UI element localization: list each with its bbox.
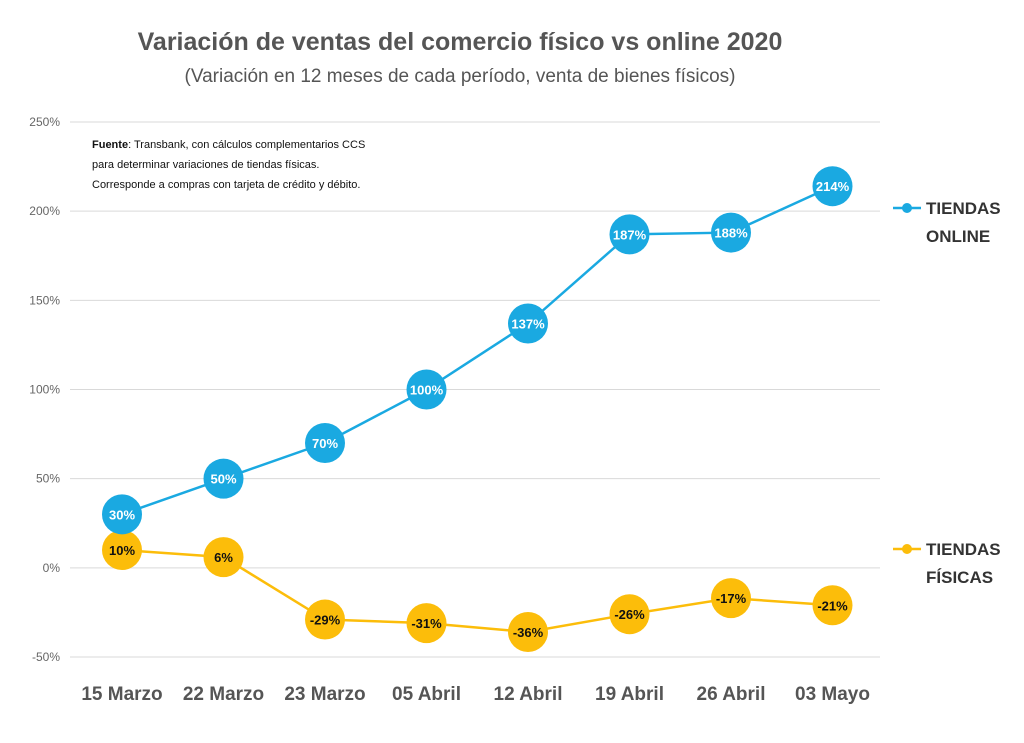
data-point: [305, 423, 345, 463]
x-tick-label: 12 Abril: [494, 684, 563, 705]
data-label: -21%: [817, 598, 848, 613]
source-note-line-3: Corresponde a compras con tarjeta de cré…: [92, 179, 360, 191]
y-tick-label: 150%: [29, 293, 60, 307]
x-axis-ticks: 15 Marzo 22 Marzo 23 Marzo 05 Abril 12 Abril…: [81, 684, 870, 705]
data-label: 6%: [214, 550, 233, 565]
y-tick-label: 100%: [29, 383, 60, 397]
data-label: 187%: [613, 227, 647, 242]
data-point: [102, 494, 142, 535]
x-tick-label: 15 Marzo: [81, 684, 162, 705]
data-label: 10%: [109, 543, 135, 558]
data-point: [609, 594, 650, 635]
y-tick-label: 250%: [29, 115, 60, 129]
series-layer: 10% 6% -29% -31% -36% -26% -17% -21% 30% 50% 70% 10…: [102, 166, 853, 653]
data-point: [812, 585, 853, 626]
data-point: [305, 599, 345, 640]
source-note-line-1-rest: : Transbank, con cálculos complementario…: [128, 139, 365, 151]
legend: TIENDAS ONLINE TIENDAS FÍSICAS: [893, 199, 1001, 587]
y-axis-ticks: 250% 200% 150% 100% 50% 0% -50%: [29, 115, 60, 664]
data-label: -26%: [614, 607, 645, 622]
series-markers-1: 30% 50% 70% 100% 137% 187% 188% 214%: [102, 166, 853, 535]
data-point: [102, 530, 142, 570]
legend-item-2: TIENDAS FÍSICAS: [893, 540, 1001, 587]
data-point: [406, 369, 447, 410]
data-point: [203, 537, 244, 578]
data-point: [508, 303, 548, 344]
x-tick-label: 19 Abril: [595, 684, 664, 705]
legend-label: ONLINE: [926, 227, 990, 246]
gridlines: [70, 121, 880, 658]
data-point: [812, 166, 853, 207]
data-point: [609, 214, 650, 255]
source-note: Fuente: Transbank, con cálculos compleme…: [92, 139, 365, 191]
data-label: 100%: [410, 383, 444, 398]
source-note-line-2: para determinar variaciones de tiendas f…: [92, 159, 319, 171]
data-point: [711, 578, 751, 619]
x-tick-label: 22 Marzo: [183, 684, 264, 705]
data-point: [508, 612, 548, 653]
data-point: [203, 458, 244, 499]
x-tick-label: 26 Abril: [697, 684, 766, 705]
data-label: 30%: [109, 507, 135, 522]
data-label: -29%: [310, 613, 341, 628]
data-point: [406, 603, 447, 644]
data-label: 50%: [210, 472, 236, 487]
data-label: 214%: [816, 179, 850, 194]
x-tick-label: 23 Marzo: [284, 684, 365, 705]
data-label: -31%: [411, 616, 442, 631]
source-note-bold: Fuente: [92, 139, 128, 151]
data-label: 137%: [511, 317, 545, 332]
legend-marker: [902, 203, 912, 213]
y-tick-label: -50%: [32, 650, 60, 664]
source-note-line-1: Fuente: Transbank, con cálculos compleme…: [92, 139, 365, 151]
legend-marker: [902, 544, 912, 554]
legend-label: TIENDAS: [926, 199, 1001, 218]
y-tick-label: 200%: [29, 204, 60, 218]
y-tick-label: 50%: [36, 472, 60, 486]
data-label: -36%: [513, 625, 544, 640]
legend-label: TIENDAS: [926, 540, 1001, 559]
x-tick-label: 05 Abril: [392, 684, 461, 705]
data-label: -17%: [716, 591, 747, 606]
y-tick-label: 0%: [43, 561, 61, 575]
data-label: 70%: [312, 436, 338, 451]
chart-title: Variación de ventas del comercio físico …: [138, 28, 783, 56]
x-tick-label: 03 Mayo: [795, 684, 870, 705]
series-markers-2: 10% 6% -29% -31% -36% -26% -17% -21%: [102, 530, 853, 653]
chart-subtitle: (Variación en 12 meses de cada período, …: [185, 66, 736, 87]
data-label: 188%: [714, 226, 748, 241]
legend-item-1: TIENDAS ONLINE: [893, 199, 1001, 246]
data-point: [711, 212, 751, 253]
legend-label: FÍSICAS: [926, 568, 993, 587]
